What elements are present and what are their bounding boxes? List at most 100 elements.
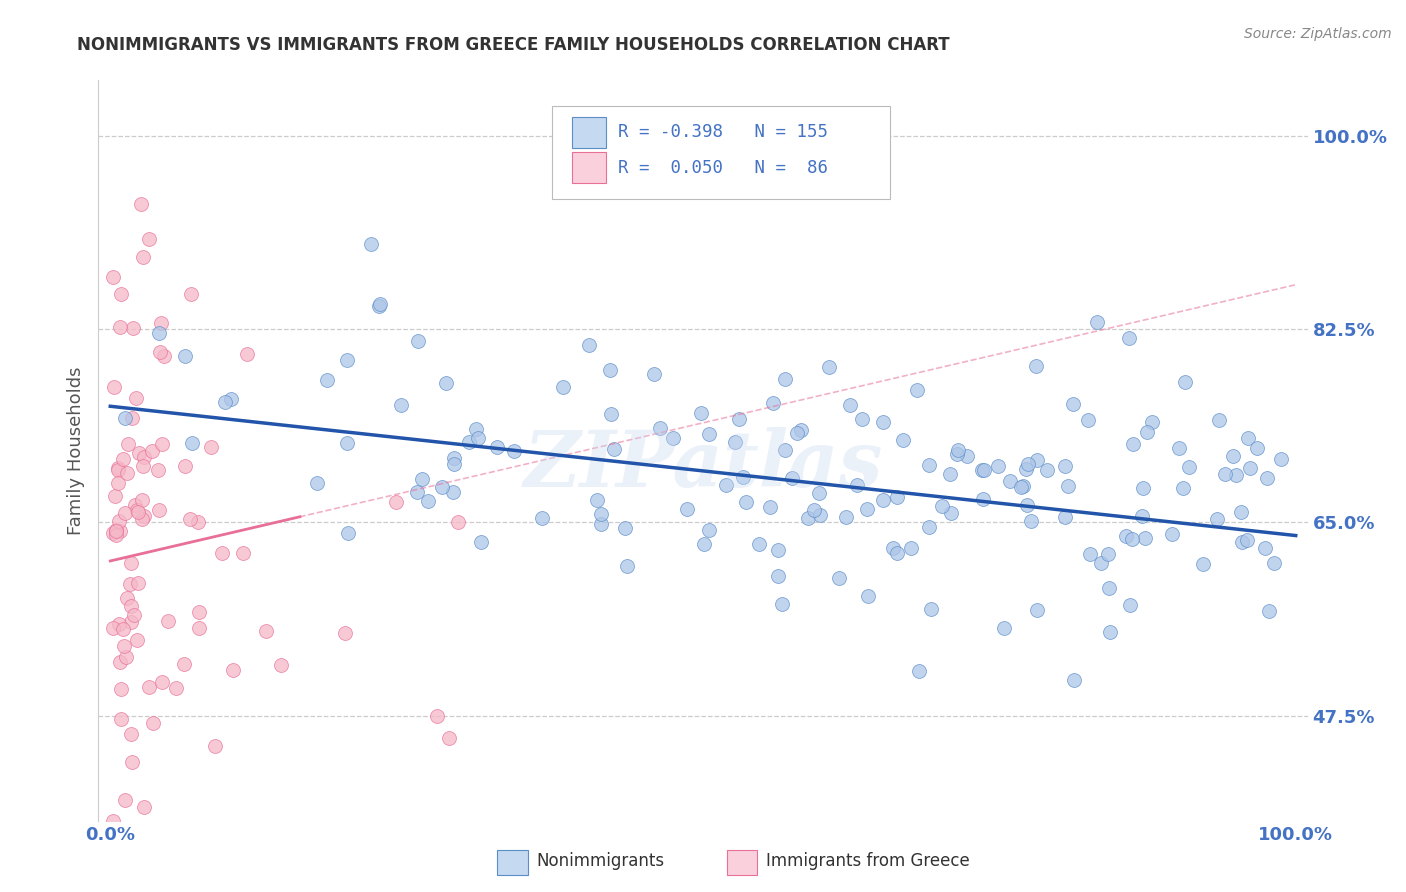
Point [232, 546, 254, 560]
Point [112, 639, 135, 653]
Point [1019, 514, 1042, 528]
Text: R =  0.050   N =  86: R = 0.050 N = 86 [619, 159, 828, 177]
Point [134, 800, 156, 814]
Point [589, 507, 612, 521]
Point [134, 508, 156, 523]
Text: R = -0.398   N = 155: R = -0.398 N = 155 [619, 123, 828, 141]
Bar [572, 153, 606, 183]
Point [110, 681, 132, 696]
Point [110, 524, 132, 538]
Point [103, 380, 125, 394]
Point [115, 591, 138, 605]
Bar [572, 117, 606, 148]
Point [872, 415, 894, 429]
Point [121, 755, 143, 769]
Point [114, 649, 136, 664]
Point [939, 506, 962, 520]
Point [1232, 535, 1254, 549]
Point [855, 501, 877, 516]
Point [104, 528, 127, 542]
Point [111, 451, 134, 466]
Point [222, 664, 245, 678]
Point [1122, 437, 1144, 451]
Point [599, 407, 621, 421]
Point [148, 326, 170, 340]
Point [141, 715, 163, 730]
Point [132, 251, 155, 265]
Point [714, 478, 737, 492]
Point [648, 421, 671, 435]
Point [886, 546, 908, 560]
Point [132, 450, 155, 464]
Point [1097, 547, 1119, 561]
Point [987, 459, 1010, 474]
Point [891, 433, 914, 447]
Point [908, 664, 931, 678]
Point [931, 500, 953, 514]
Point [724, 435, 747, 450]
Point [589, 517, 612, 532]
Point [336, 353, 359, 368]
Point [1080, 547, 1102, 561]
Point [886, 490, 908, 504]
Point [187, 621, 209, 635]
Point [149, 344, 172, 359]
Point [121, 411, 143, 425]
Point [662, 431, 685, 445]
Text: ZIPatlas: ZIPatlas [523, 427, 883, 503]
Point [1230, 505, 1253, 519]
Point [465, 421, 488, 435]
Point [1025, 359, 1047, 373]
Point [108, 656, 131, 670]
Point [578, 337, 600, 351]
Point [426, 709, 449, 723]
Point [118, 577, 141, 591]
Point [443, 450, 465, 465]
Point [153, 349, 176, 363]
Point [803, 503, 825, 517]
Point [900, 541, 922, 556]
Point [108, 616, 131, 631]
FancyBboxPatch shape [551, 106, 890, 199]
Point [120, 727, 142, 741]
Point [1236, 533, 1258, 547]
Point [132, 458, 155, 473]
Point [699, 524, 721, 538]
Point [219, 392, 242, 406]
Point [643, 367, 665, 381]
Point [1118, 331, 1140, 345]
Point [1246, 441, 1268, 455]
Point [470, 535, 492, 549]
Point [406, 334, 429, 348]
Point [858, 589, 880, 603]
Point [1174, 375, 1197, 389]
Point [104, 523, 127, 537]
Point [1178, 460, 1201, 475]
Point [693, 536, 716, 550]
Point [872, 493, 894, 508]
Point [1132, 482, 1154, 496]
Point [1258, 604, 1281, 618]
Point [1213, 467, 1236, 482]
Point [138, 232, 160, 246]
Point [920, 602, 942, 616]
Point [790, 423, 813, 437]
Point [1161, 526, 1184, 541]
Point [108, 320, 131, 334]
Point [107, 475, 129, 490]
Point [114, 410, 136, 425]
Point [939, 467, 962, 481]
Point [1057, 478, 1080, 492]
Point [121, 321, 143, 335]
Point [1015, 462, 1038, 476]
Point [114, 793, 136, 807]
Point [1133, 531, 1156, 545]
Point [108, 514, 131, 528]
Point [690, 406, 713, 420]
Point [773, 442, 796, 457]
Point [1222, 449, 1244, 463]
Point [616, 559, 638, 574]
Point [834, 510, 856, 524]
Point [307, 476, 329, 491]
Point [1253, 541, 1275, 556]
